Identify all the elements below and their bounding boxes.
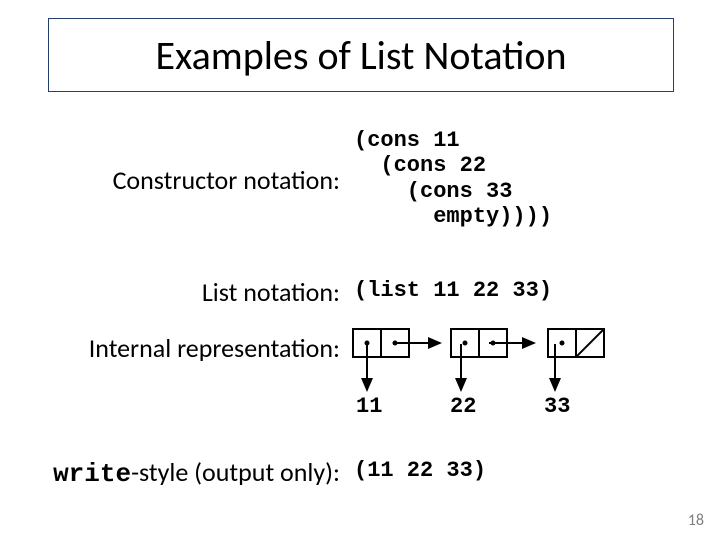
row-write: write-style (output only): (11 22 33): [0, 456, 720, 489]
title-box: Examples of List Notation: [48, 18, 674, 92]
row-constructor: Constructor notation: (cons 11 (cons 22 …: [0, 128, 720, 229]
label-list: List notation:: [0, 276, 354, 308]
diagram-value: 22: [450, 394, 476, 419]
slide: Examples of List Notation Constructor no…: [0, 0, 720, 540]
diagram-arrows: [352, 328, 652, 448]
label-write: write-style (output only):: [0, 456, 354, 489]
label-write-prefix: write: [53, 459, 131, 489]
label-write-suffix: -style (output only):: [131, 456, 340, 488]
row-list: List notation: (list 11 22 33): [0, 276, 720, 308]
diagram-value: 11: [356, 394, 382, 419]
code-list: (list 11 22 33): [354, 276, 552, 303]
diagram-value: 33: [544, 394, 570, 419]
label-internal: Internal representation:: [0, 332, 354, 364]
code-constructor: (cons 11 (cons 22 (cons 33 empty)))): [354, 128, 552, 229]
label-constructor: Constructor notation:: [0, 128, 354, 196]
cons-diagram: 11 22 33: [352, 328, 641, 358]
slide-title: Examples of List Notation: [155, 31, 566, 80]
page-number: 18: [688, 511, 704, 530]
code-write: (11 22 33): [354, 456, 486, 483]
